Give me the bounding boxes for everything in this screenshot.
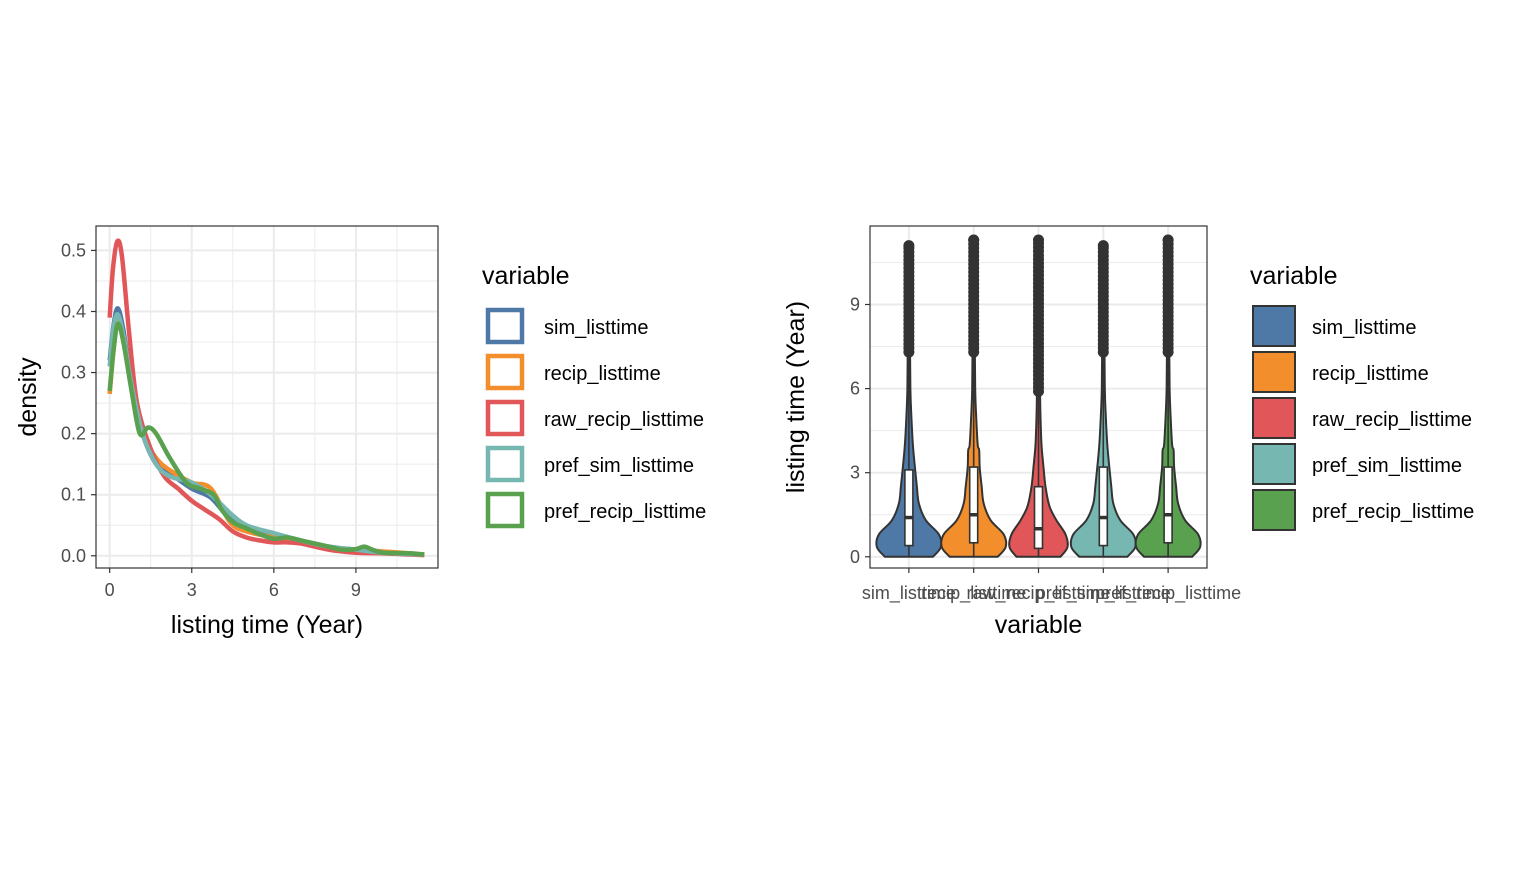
outliers-sim-listtime: [903, 240, 915, 358]
outlier-point: [1162, 234, 1174, 246]
legend-key-background: [484, 490, 526, 530]
panel-border: [95, 225, 439, 569]
y-tick-label: 0.1: [61, 485, 86, 505]
x-tick-label: 9: [351, 580, 361, 600]
legend-key-background: [484, 444, 526, 484]
y-tick-label: 0.2: [61, 424, 86, 444]
y-tick-label: 6: [850, 379, 860, 399]
outliers-recip-listtime: [968, 234, 980, 358]
x-axis-title: listing time (Year): [171, 611, 363, 639]
density-line-raw-recip-listtime: [107, 238, 425, 558]
outliers-pref-recip-listtime: [1162, 234, 1174, 358]
legend-label: recip_listtime: [1312, 363, 1429, 385]
y-tick-label: 9: [850, 294, 860, 314]
y-tick-label: 0.3: [61, 363, 86, 383]
outlier-point: [1033, 234, 1044, 246]
plot-panel: [96, 226, 438, 568]
outliers-pref-sim-listtime: [1097, 240, 1109, 358]
legend-key-recip-listtime: [1252, 351, 1296, 393]
legend-key-pref-sim-listtime: [485, 445, 525, 483]
violin-chart: sim_listtimerecip_listtimeraw_recip_list…: [782, 225, 1241, 639]
x-tick-label: 3: [187, 580, 197, 600]
legend-label: recip_listtime: [544, 363, 661, 385]
x-tick-label: pref_sim_listtime: [1036, 583, 1171, 604]
legend-key-pref-sim-listtime: [1252, 443, 1296, 485]
legend-key-sim-listtime: [485, 307, 525, 345]
legend-key-sim-listtime: [1252, 305, 1296, 347]
legend-label: pref_sim_listtime: [1312, 455, 1462, 477]
outlier-point: [968, 234, 980, 246]
y-axis-title: density: [14, 357, 42, 437]
y-tick-label: 0.0: [61, 546, 86, 566]
box-pref-recip-listtime: [1163, 466, 1173, 544]
legend-key-background: [484, 352, 526, 392]
box-raw-recip-listtime: [1033, 485, 1044, 550]
y-tick-label: 0.5: [61, 240, 86, 260]
legend-key-recip-listtime: [485, 353, 525, 391]
legend-label: sim_listtime: [544, 317, 648, 339]
outlier-point: [1097, 240, 1109, 252]
outliers-raw-recip-listtime: [1033, 234, 1044, 397]
legend-title: variable: [482, 262, 570, 290]
legend-key-raw-recip-listtime: [485, 399, 525, 437]
legend-label: pref_recip_listtime: [1312, 501, 1474, 523]
density-chart: 0 3 6 9 0.0 0.1 0.2 0.3 0.4 0.5 listing time (Year…: [14, 225, 439, 639]
legend-label: raw_recip_listtime: [1312, 409, 1472, 431]
box-recip-listtime: [968, 466, 979, 544]
x-tick-label: recip_listtime: [921, 583, 1026, 604]
y-tick-label: 0: [850, 547, 860, 567]
density-line-pref-recip-listtime: [107, 321, 425, 557]
box-sim-listtime: [904, 469, 914, 547]
box-pref-sim-listtime: [1098, 466, 1109, 547]
x-tick-label: 0: [105, 580, 115, 600]
x-tick-label: 6: [269, 580, 279, 600]
density-legend: variable sim_listtime recip_listtime raw_re…: [482, 262, 706, 530]
y-axis-title: listing time (Year): [782, 301, 810, 493]
x-tick-label: sim_listtime: [862, 583, 956, 604]
violin-legend: variable sim_listtime recip_listtime raw_re…: [1250, 262, 1474, 531]
legend-key-pref-recip-listtime: [1252, 489, 1296, 531]
legend-label: pref_recip_listtime: [544, 501, 706, 523]
x-axis-title: variable: [995, 611, 1083, 639]
outlier-point: [903, 240, 915, 252]
legend-key-background: [484, 306, 526, 346]
y-tick-label: 3: [850, 463, 860, 483]
x-tick-label: pref_recip_listtime: [1095, 583, 1241, 604]
y-tick-label: 0.4: [61, 302, 86, 322]
legend-key-pref-recip-listtime: [485, 491, 525, 529]
legend-key-raw-recip-listtime: [1252, 397, 1296, 439]
legend-label: pref_sim_listtime: [544, 455, 694, 477]
legend-title: variable: [1250, 262, 1338, 290]
x-tick-label: raw_recip_listtime: [966, 583, 1110, 604]
legend-label: raw_recip_listtime: [544, 409, 704, 431]
legend-key-background: [484, 398, 526, 438]
legend-label: sim_listtime: [1312, 317, 1416, 339]
